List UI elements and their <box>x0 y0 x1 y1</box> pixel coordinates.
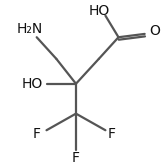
Text: O: O <box>150 24 160 38</box>
Text: F: F <box>108 127 116 141</box>
Text: H₂N: H₂N <box>17 22 43 36</box>
Text: F: F <box>72 152 80 165</box>
Text: HO: HO <box>88 4 110 18</box>
Text: HO: HO <box>22 77 43 91</box>
Text: F: F <box>33 127 41 141</box>
